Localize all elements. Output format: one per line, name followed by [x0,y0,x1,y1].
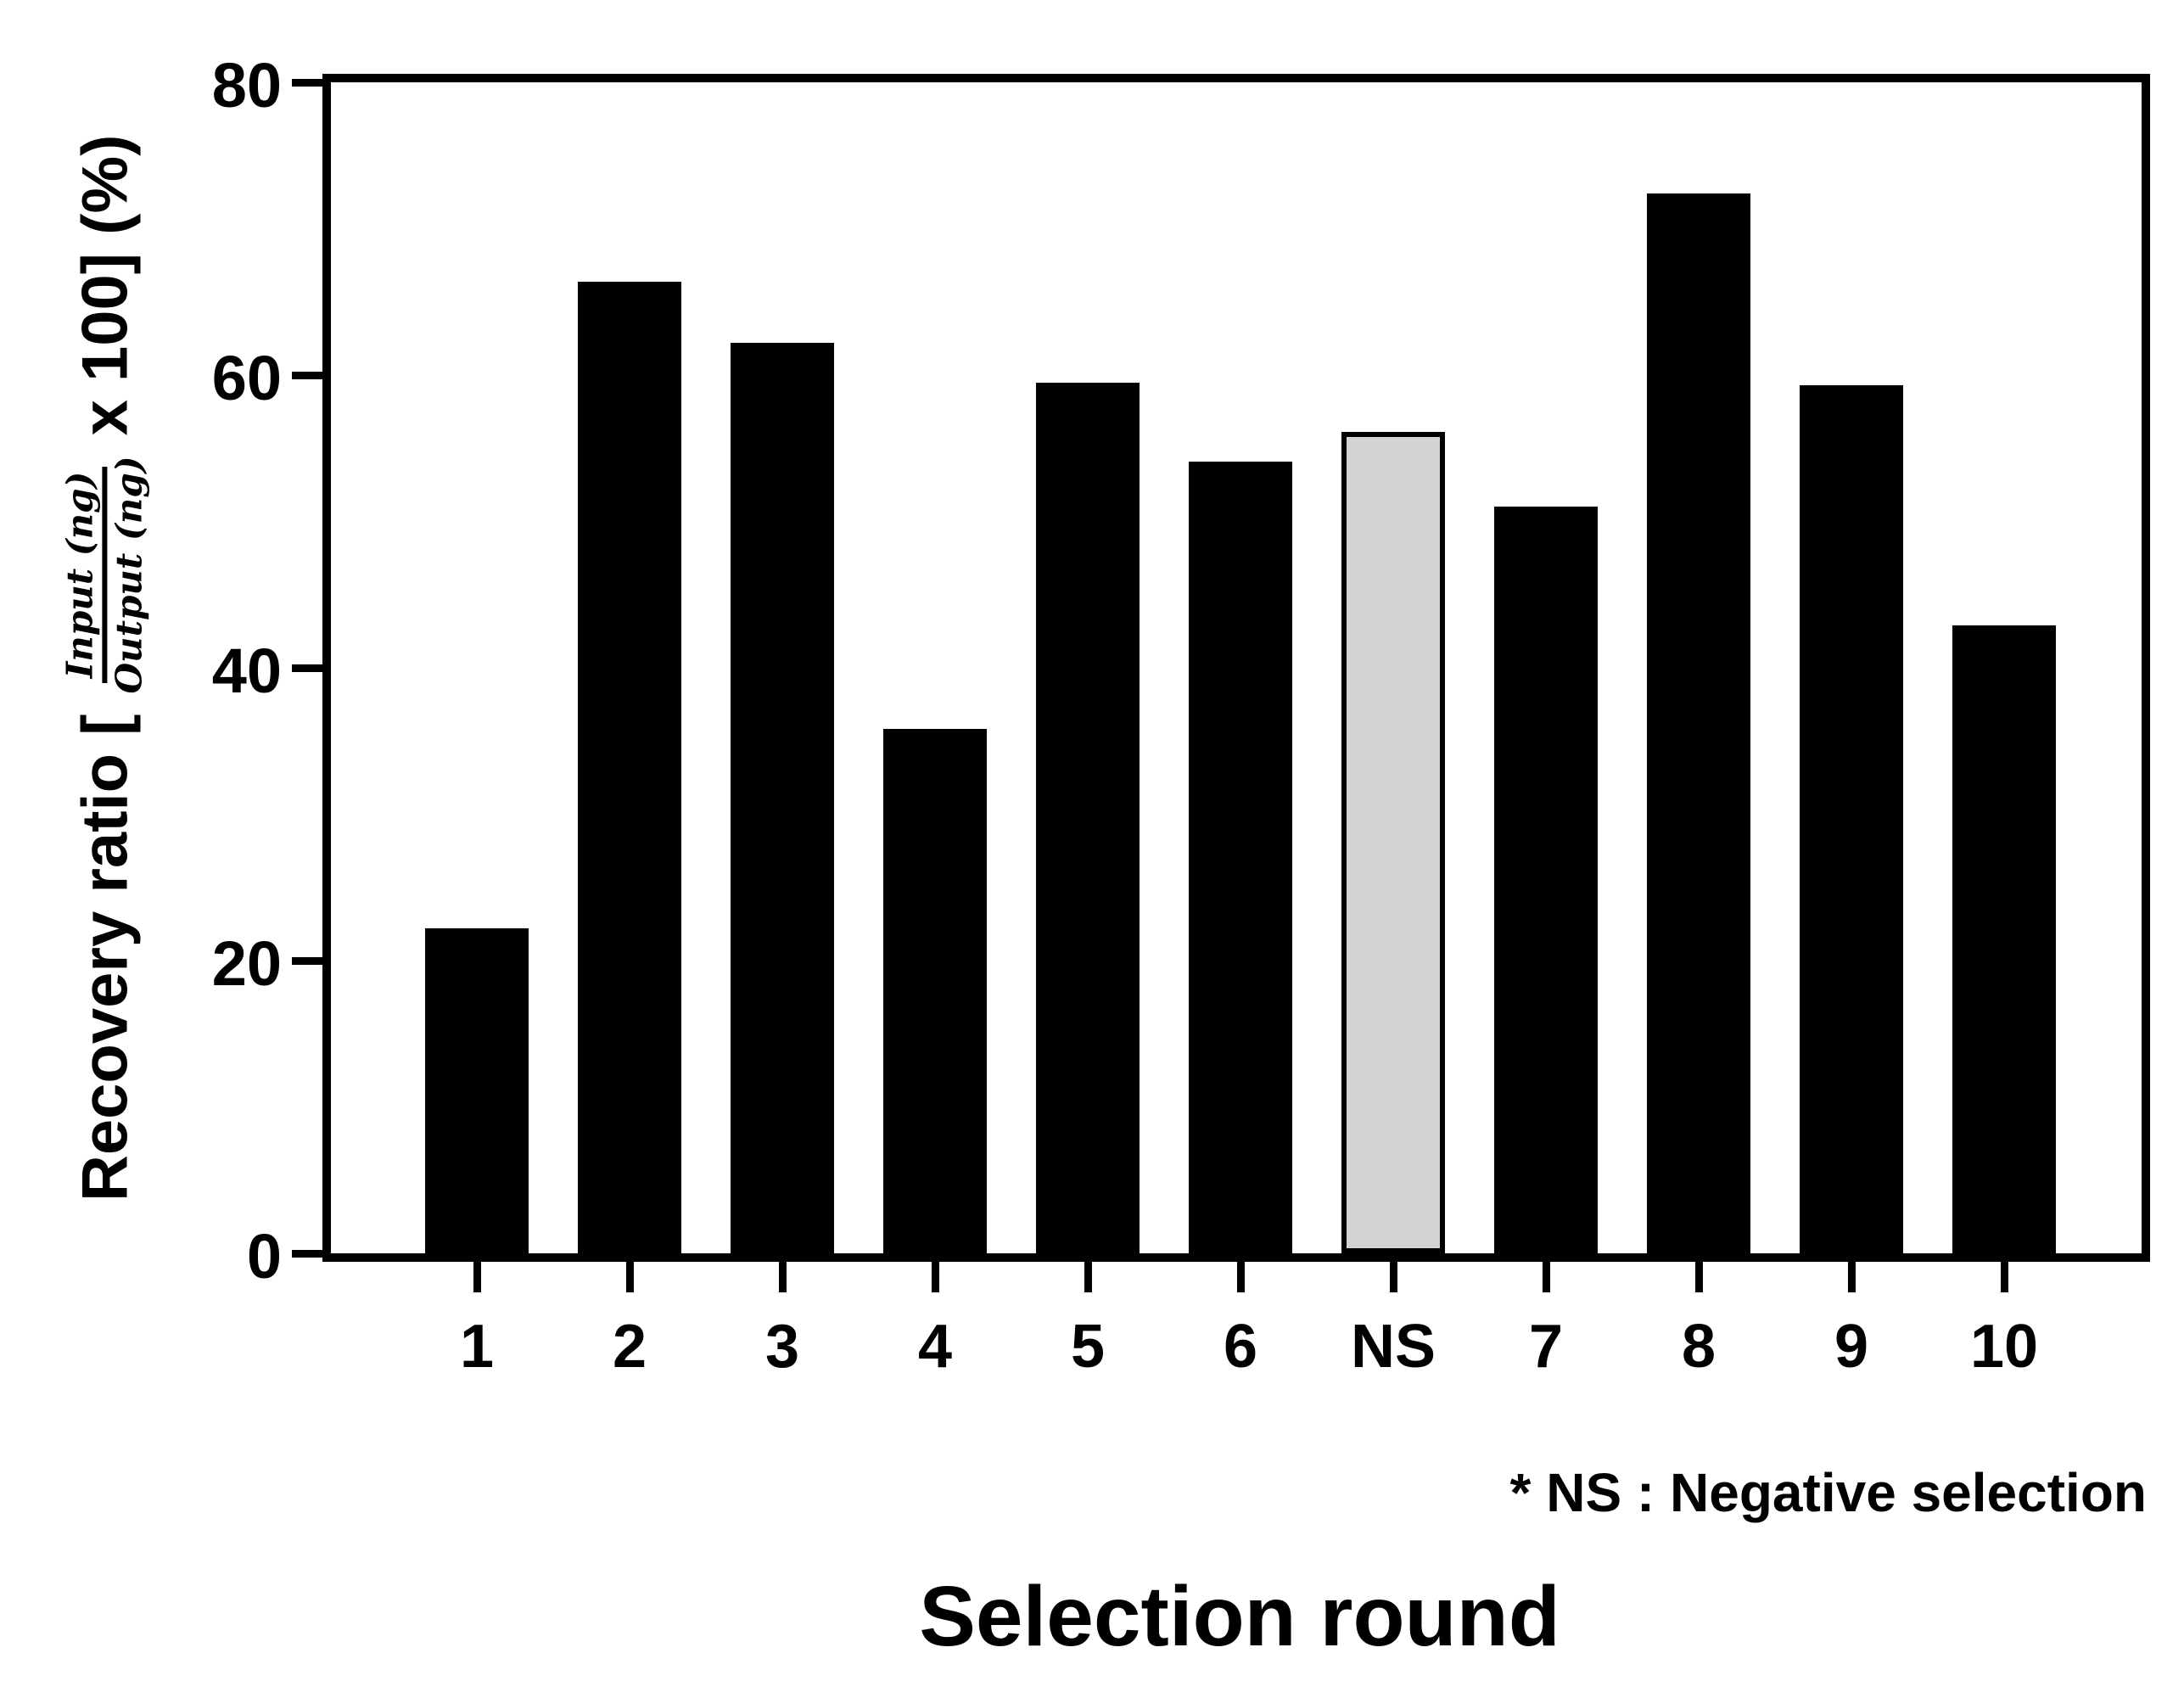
bar-3 [731,343,834,1253]
bar-9 [1800,385,1903,1253]
x-tick-NS [1389,1262,1397,1292]
x-tick-1 [473,1262,481,1292]
x-tick-6 [1236,1262,1245,1292]
y-tick-20 [292,956,322,965]
x-tick-label-3: 3 [764,1313,800,1381]
y-tick-label-40: 40 [211,636,282,706]
x-tick-8 [1694,1262,1703,1292]
bar-1 [425,928,529,1253]
x-tick-label-4: 4 [917,1313,953,1381]
bar-10 [1952,625,2056,1253]
x-tick-label-1: 1 [459,1313,495,1381]
x-tick-4 [931,1262,939,1292]
ns-annotation: * NS : Negative selection [1509,1462,2147,1523]
bar-2 [578,282,681,1253]
plot-area: 0 20 40 60 80 1 2 3 4 5 6 NS 7 8 9 10 [212,53,2150,1381]
y-tick-label-0: 0 [246,1221,282,1292]
y-tick-label-20: 20 [211,928,282,999]
x-tick-label-6: 6 [1223,1313,1258,1381]
y-tick-80 [292,78,322,87]
x-tick-2 [625,1262,634,1292]
x-tick-label-8: 8 [1681,1313,1716,1381]
bar-4 [883,729,987,1253]
bar-7 [1494,507,1598,1253]
x-tick-7 [1542,1262,1550,1292]
bar-5 [1036,383,1140,1253]
y-tick-label-60: 60 [211,343,282,413]
bar-NS [1341,432,1445,1253]
y-tick-40 [292,664,322,672]
x-tick-label-2: 2 [612,1313,647,1381]
x-tick-10 [2000,1262,2008,1292]
y-tick-label-80: 80 [211,50,282,120]
x-tick-label-9: 9 [1834,1313,1869,1381]
y-tick-60 [292,371,322,379]
x-tick-label-NS: NS [1350,1313,1436,1381]
x-tick-label-10: 10 [1969,1313,2039,1381]
bar-8 [1647,193,1750,1253]
y-tick-0 [292,1249,322,1258]
x-tick-9 [1847,1262,1856,1292]
bar-6 [1189,462,1292,1253]
x-tick-label-7: 7 [1528,1313,1564,1381]
x-tick-5 [1084,1262,1092,1292]
x-tick-3 [778,1262,787,1292]
x-tick-label-5: 5 [1070,1313,1106,1381]
x-axis-title: Selection round [919,1569,1560,1664]
